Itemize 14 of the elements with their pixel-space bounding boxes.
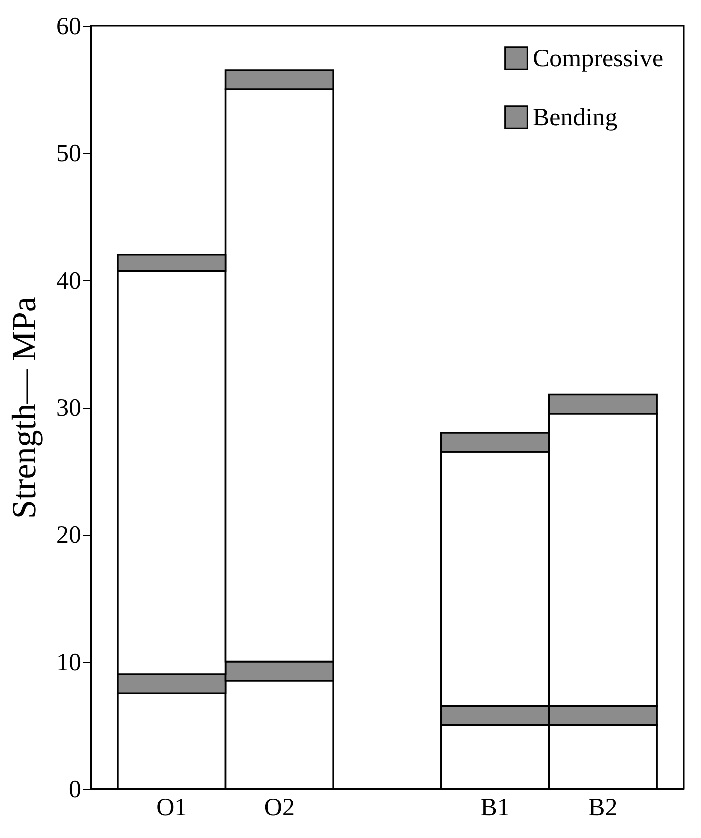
x-tick-label: B1	[480, 794, 510, 822]
legend-label: Compressive	[533, 46, 664, 72]
x-tick-label: O2	[264, 794, 295, 822]
legend-label: Bending	[533, 104, 618, 132]
y-tick-label: 0	[69, 776, 82, 804]
y-tick-label: 40	[56, 268, 82, 295]
y-tick-label: 30	[56, 395, 82, 422]
y-tick-label: 10	[56, 649, 82, 676]
y-tick-label: 50	[56, 140, 82, 168]
x-tick-label: B2	[588, 794, 618, 822]
y-tick-label: 60	[56, 14, 82, 40]
x-tick-label: O1	[156, 794, 188, 822]
y-axis-title: Strength— MPa	[6, 297, 44, 519]
y-tick-label: 20	[56, 522, 82, 550]
